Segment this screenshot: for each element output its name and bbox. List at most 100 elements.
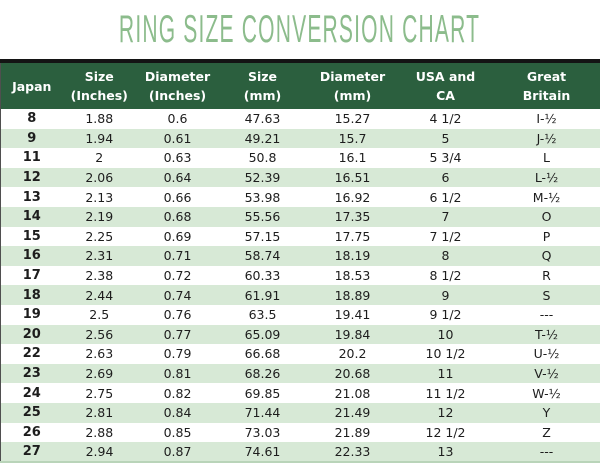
cell-diameter-mm: 18.19 <box>306 246 399 266</box>
cell-usa-ca: 5 3/4 <box>398 148 493 168</box>
cell-great-britain: I-½ <box>492 109 600 129</box>
cell-great-britain: O <box>492 206 600 227</box>
cell-diameter-mm: 17.75 <box>306 226 399 247</box>
cell-diameter-inches: 0.85 <box>136 422 219 443</box>
cell-diameter-mm: 21.49 <box>306 402 399 423</box>
cell-usa-ca: 11 <box>398 363 493 384</box>
cell-size-inches: 1.94 <box>62 128 137 149</box>
cell-diameter-mm: 16.51 <box>306 167 399 188</box>
table-row: 16 2.31 0.71 58.74 18.19 8 Q <box>0 246 600 266</box>
cell-size-inches: 2.19 <box>62 206 137 227</box>
cell-japan: 13 <box>0 187 63 207</box>
cell-size-inches: 2.13 <box>62 187 137 207</box>
col-header-size-inches: Size (Inches) <box>62 63 137 109</box>
cell-diameter-inches: 0.87 <box>136 442 219 462</box>
cell-diameter-mm: 21.89 <box>306 422 399 443</box>
table-row: 15 2.25 0.69 57.15 17.75 7 1/2 P <box>0 226 600 247</box>
cell-japan: 14 <box>0 206 63 227</box>
cell-usa-ca: 13 <box>398 442 493 462</box>
cell-diameter-mm: 22.33 <box>306 442 399 462</box>
cell-japan: 15 <box>0 226 63 247</box>
cell-japan: 18 <box>0 285 63 305</box>
cell-usa-ca: 9 1/2 <box>398 304 493 325</box>
cell-size-mm: 66.68 <box>218 344 307 364</box>
col-header-diameter-inches: Diameter (Inches) <box>136 63 219 109</box>
cell-usa-ca: 10 1/2 <box>398 344 493 364</box>
cell-great-britain: P <box>492 226 600 247</box>
cell-diameter-inches: 0.77 <box>136 324 219 345</box>
cell-size-mm: 61.91 <box>218 285 307 305</box>
cell-japan: 27 <box>0 442 63 462</box>
cell-size-mm: 49.21 <box>218 128 307 149</box>
header-row: Japan Size (Inches) Diameter (Inches) Si… <box>0 63 600 109</box>
cell-diameter-inches: 0.84 <box>136 402 219 423</box>
table-body: 8 1.88 0.6 47.63 15.27 4 1/2 I-½ 9 1.94 0.61 49.21… <box>0 109 600 462</box>
cell-diameter-inches: 0.68 <box>136 206 219 227</box>
cell-size-mm: 53.98 <box>218 187 307 207</box>
cell-usa-ca: 6 1/2 <box>398 187 493 207</box>
cell-size-mm: 47.63 <box>218 109 307 129</box>
table-row: 18 2.44 0.74 61.91 18.89 9 S <box>0 285 600 305</box>
cell-diameter-inches: 0.82 <box>136 383 219 403</box>
cell-japan: 23 <box>0 363 63 384</box>
cell-japan: 11 <box>0 148 63 168</box>
cell-size-mm: 50.8 <box>218 148 307 168</box>
cell-size-inches: 1.88 <box>62 109 137 129</box>
cell-diameter-mm: 18.53 <box>306 265 399 286</box>
cell-size-inches: 2.94 <box>62 442 137 462</box>
col-header-great-britain: Great Britain <box>492 63 600 109</box>
cell-japan: 16 <box>0 246 63 266</box>
cell-diameter-inches: 0.69 <box>136 226 219 247</box>
cell-great-britain: Y <box>492 402 600 423</box>
page-title: RING SIZE CONVERSION CHART <box>0 0 600 59</box>
cell-japan: 19 <box>0 304 63 325</box>
cell-usa-ca: 4 1/2 <box>398 109 493 129</box>
cell-size-mm: 69.85 <box>218 383 307 403</box>
cell-diameter-mm: 20.2 <box>306 344 399 364</box>
cell-usa-ca: 9 <box>398 285 493 305</box>
cell-usa-ca: 8 1/2 <box>398 265 493 286</box>
cell-great-britain: M-½ <box>492 187 600 207</box>
cell-usa-ca: 6 <box>398 167 493 188</box>
cell-diameter-inches: 0.72 <box>136 265 219 286</box>
cell-size-mm: 65.09 <box>218 324 307 345</box>
col-header-japan: Japan <box>0 63 63 109</box>
cell-diameter-inches: 0.63 <box>136 148 219 168</box>
cell-great-britain: U-½ <box>492 344 600 364</box>
table-row: 11 2 0.63 50.8 16.1 5 3/4 L <box>0 148 600 168</box>
table-row: 20 2.56 0.77 65.09 19.84 10 T-½ <box>0 324 600 345</box>
cell-size-mm: 74.61 <box>218 442 307 462</box>
table-row: 13 2.13 0.66 53.98 16.92 6 1/2 M-½ <box>0 187 600 207</box>
cell-usa-ca: 12 <box>398 402 493 423</box>
cell-japan: 8 <box>0 109 63 129</box>
cell-diameter-mm: 15.7 <box>306 128 399 149</box>
bottom-edge-divider <box>0 461 600 463</box>
table-row: 24 2.75 0.82 69.85 21.08 11 1/2 W-½ <box>0 383 600 403</box>
cell-great-britain: J-½ <box>492 128 600 149</box>
cell-size-inches: 2.25 <box>62 226 137 247</box>
cell-size-inches: 2.38 <box>62 265 137 286</box>
table-row: 12 2.06 0.64 52.39 16.51 6 L-½ <box>0 167 600 188</box>
cell-size-inches: 2.63 <box>62 344 137 364</box>
table-row: 26 2.88 0.85 73.03 21.89 12 1/2 Z <box>0 422 600 443</box>
cell-diameter-mm: 16.1 <box>306 148 399 168</box>
table-row: 22 2.63 0.79 66.68 20.2 10 1/2 U-½ <box>0 344 600 364</box>
cell-size-mm: 57.15 <box>218 226 307 247</box>
cell-size-mm: 71.44 <box>218 402 307 423</box>
cell-usa-ca: 10 <box>398 324 493 345</box>
table-row: 27 2.94 0.87 74.61 22.33 13 --- <box>0 442 600 462</box>
cell-usa-ca: 11 1/2 <box>398 383 493 403</box>
cell-diameter-inches: 0.74 <box>136 285 219 305</box>
cell-size-inches: 2.56 <box>62 324 137 345</box>
cell-great-britain: Q <box>492 246 600 266</box>
cell-great-britain: W-½ <box>492 383 600 403</box>
cell-size-inches: 2.75 <box>62 383 137 403</box>
col-header-size-mm: Size (mm) <box>218 63 307 109</box>
table-row: 23 2.69 0.81 68.26 20.68 11 V-½ <box>0 363 600 384</box>
cell-japan: 12 <box>0 167 63 188</box>
cell-diameter-mm: 20.68 <box>306 363 399 384</box>
cell-japan: 17 <box>0 265 63 286</box>
cell-diameter-inches: 0.61 <box>136 128 219 149</box>
col-header-diameter-mm: Diameter (mm) <box>306 63 399 109</box>
